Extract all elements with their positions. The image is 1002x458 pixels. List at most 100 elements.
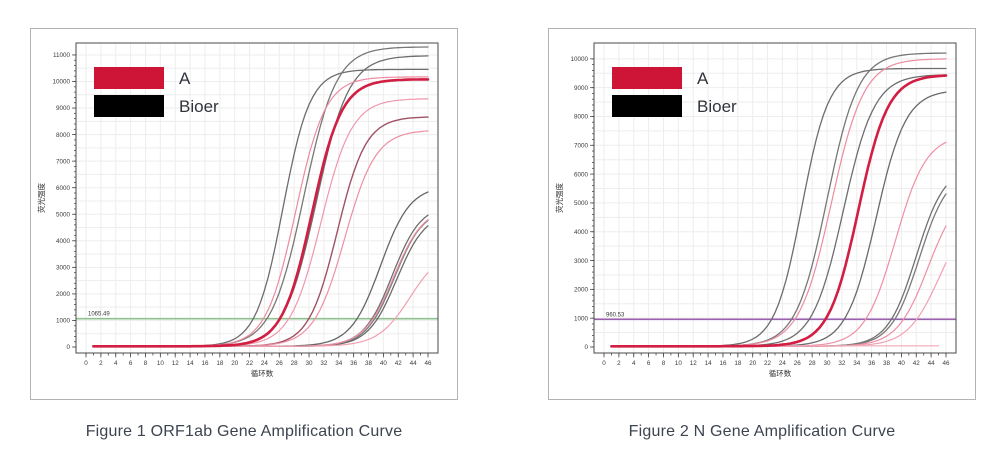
- legend-label-bioer: Bioer: [697, 97, 737, 116]
- figure-1-caption: Figure 1 ORF1ab Gene Amplification Curve: [85, 423, 403, 440]
- amplification-curve-bioer: [610, 91, 947, 347]
- figure-1-card: 1065.49 0 1000 2000 3000 4000 5000 6000 7000 8000…: [30, 28, 458, 400]
- legend-swatch-a: [612, 67, 682, 89]
- x-tick-label: 38: [883, 360, 891, 367]
- x-tick-label: 28: [291, 360, 299, 367]
- y-axis-title: 荧光强度: [36, 183, 46, 213]
- x-tick-label: 32: [838, 360, 846, 367]
- x-tick-label: 20: [749, 360, 757, 367]
- legend-swatch-bioer: [94, 95, 164, 117]
- grid: [76, 43, 438, 353]
- x-tick-label: 14: [187, 360, 195, 367]
- x-tick-label: 12: [172, 360, 180, 367]
- x-tick-label: 26: [794, 360, 802, 367]
- x-tick-label: 6: [647, 360, 651, 367]
- x-tick-label: 6: [129, 360, 133, 367]
- curves: [610, 52, 948, 348]
- legend: A Bioer: [94, 67, 219, 117]
- x-tick-label: 2: [617, 360, 621, 367]
- x-axis-title: 循环数: [251, 368, 274, 378]
- x-tick-label: 44: [410, 360, 418, 367]
- amplification-curve-bioer: [610, 193, 947, 347]
- x-tick-label: 24: [779, 360, 787, 367]
- x-tick-label: 40: [380, 360, 388, 367]
- y-tick-label: 8000: [56, 132, 71, 139]
- y-tick-label: 11000: [53, 52, 71, 59]
- legend-swatch-bioer: [612, 95, 682, 117]
- legend: A Bioer: [612, 67, 737, 117]
- y-tick-label: 3000: [574, 258, 589, 265]
- y-tick-label: 7000: [56, 158, 71, 165]
- x-tick-label: 40: [898, 360, 906, 367]
- legend-swatch-a: [94, 67, 164, 89]
- threshold-value-label: 1065.49: [88, 312, 110, 318]
- y-tick-label: 7000: [574, 142, 589, 149]
- y-tick-label: 0: [66, 344, 70, 351]
- x-tick-label: 32: [320, 360, 328, 367]
- orf1ab-gene-amplification-chart: 1065.49 0 1000 2000 3000 4000 5000 6000 7000 8000…: [36, 42, 439, 378]
- x-tick-label: 42: [913, 360, 921, 367]
- y-tick-label: 4000: [56, 238, 71, 245]
- axis-tick-labels: 0100020003000400050006000700080009000100…: [52, 52, 432, 367]
- x-tick-label: 12: [690, 360, 698, 367]
- axis-tick-labels: 0100020003000400050006000700080009000100…: [570, 56, 950, 367]
- y-tick-label: 1000: [574, 315, 589, 322]
- x-tick-label: 46: [942, 360, 950, 367]
- amplification-curve-a: [610, 225, 947, 347]
- x-tick-label: 0: [602, 360, 606, 367]
- x-tick-label: 18: [216, 360, 224, 367]
- x-tick-label: 26: [276, 360, 284, 367]
- x-tick-label: 16: [719, 360, 727, 367]
- y-tick-label: 5000: [56, 211, 71, 218]
- x-tick-label: 30: [306, 360, 314, 367]
- legend-label-bioer: Bioer: [179, 97, 219, 116]
- x-tick-label: 42: [395, 360, 403, 367]
- x-tick-label: 2: [99, 360, 103, 367]
- x-tick-label: 28: [809, 360, 817, 367]
- figure-2-card: 960.53 0 1000 2000 3000 4000 5000 6000 7000 8000 9…: [548, 28, 976, 400]
- x-tick-label: 0: [84, 360, 88, 367]
- legend-label-a: A: [179, 69, 191, 88]
- y-tick-label: 6000: [574, 171, 589, 178]
- y-tick-label: 1000: [56, 318, 71, 325]
- x-tick-label: 38: [365, 360, 373, 367]
- y-tick-label: 9000: [574, 85, 589, 92]
- x-axis-title: 循环数: [769, 368, 792, 378]
- figure-2-caption: Figure 2 N Gene Amplification Curve: [628, 423, 896, 440]
- x-tick-label: 8: [662, 360, 666, 367]
- x-tick-label: 30: [824, 360, 832, 367]
- x-tick-label: 18: [734, 360, 742, 367]
- x-tick-label: 34: [335, 360, 343, 367]
- amplification-curve-a: [92, 78, 430, 348]
- y-tick-label: 5000: [574, 200, 589, 207]
- y-tick-label: 2000: [56, 291, 71, 298]
- amplification-curve-a: [610, 74, 948, 348]
- y-tick-label: 2000: [574, 287, 589, 294]
- x-tick-label: 14: [705, 360, 713, 367]
- amplification-curve-a: [610, 141, 947, 347]
- x-tick-label: 44: [928, 360, 936, 367]
- y-tick-label: 9000: [56, 105, 71, 112]
- amplification-curve-bioer: [610, 185, 947, 347]
- y-tick-label: 10000: [570, 56, 588, 63]
- x-tick-label: 4: [632, 360, 636, 367]
- axis-ticks: [72, 54, 429, 358]
- amplification-curve-a: [92, 76, 429, 347]
- y-tick-label: 4000: [574, 229, 589, 236]
- x-tick-label: 46: [424, 360, 432, 367]
- legend-label-a: A: [697, 69, 709, 88]
- y-tick-label: 3000: [56, 265, 71, 272]
- x-tick-label: 24: [261, 360, 269, 367]
- x-tick-label: 10: [157, 360, 165, 367]
- axis-ticks: [590, 58, 947, 358]
- x-tick-label: 4: [114, 360, 118, 367]
- x-tick-label: 8: [144, 360, 148, 367]
- x-tick-label: 16: [201, 360, 209, 367]
- y-tick-label: 0: [584, 344, 588, 351]
- y-axis-title: 荧光强度: [554, 183, 564, 213]
- amplification-curve-bioer: [92, 225, 429, 347]
- x-tick-label: 34: [853, 360, 861, 367]
- threshold-value-label: 960.53: [606, 312, 625, 318]
- x-tick-label: 22: [764, 360, 772, 367]
- x-tick-label: 36: [350, 360, 358, 367]
